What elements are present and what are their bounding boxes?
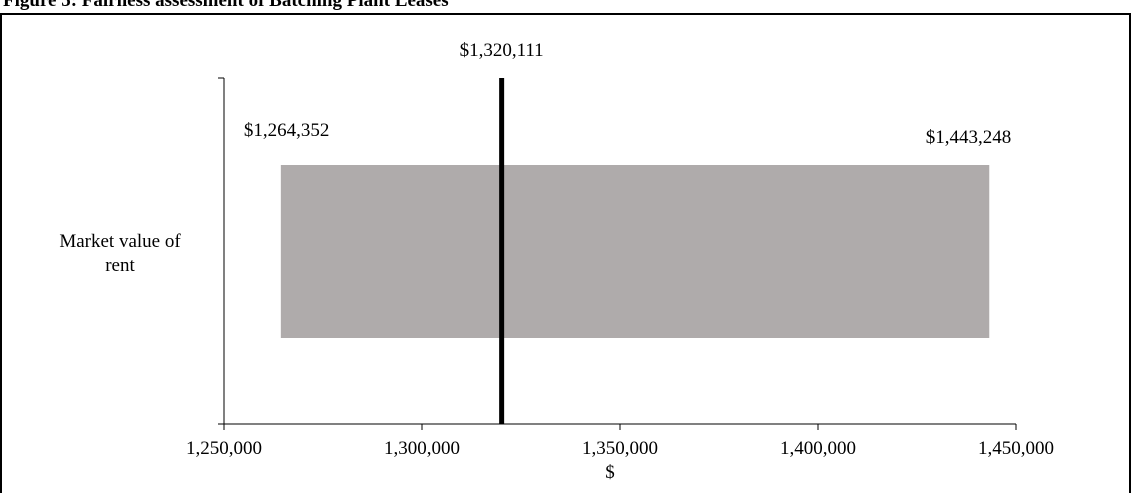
category-label: Market value of rent (59, 231, 181, 276)
figure-title: Figure 5: Fairness assessment of Batchin… (3, 0, 449, 11)
x-tick-label: 1,450,000 (978, 438, 1054, 459)
x-axis-title: $ (605, 462, 615, 483)
reference-line-label: $1,320,111 (460, 40, 544, 61)
x-tick-label: 1,300,000 (384, 438, 460, 459)
range-high-label: $1,443,248 (926, 127, 1012, 148)
range-bar (280, 165, 990, 338)
x-tick-label: 1,350,000 (582, 438, 658, 459)
x-tick-label: 1,250,000 (186, 438, 262, 459)
x-tick-label: 1,400,000 (780, 438, 856, 459)
chart-frame (0, 13, 1131, 493)
range-low-label: $1,264,352 (244, 120, 330, 141)
